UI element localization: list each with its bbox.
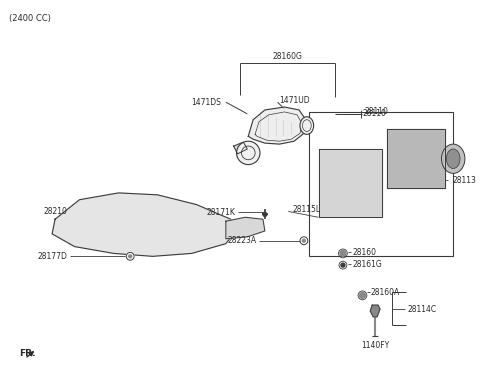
Ellipse shape bbox=[442, 144, 465, 174]
Text: FR.: FR. bbox=[19, 349, 36, 358]
Circle shape bbox=[360, 293, 365, 298]
Text: 28160: 28160 bbox=[353, 248, 377, 257]
Circle shape bbox=[126, 253, 134, 260]
Text: 28110: 28110 bbox=[364, 107, 388, 116]
Polygon shape bbox=[248, 107, 306, 144]
Text: 28210: 28210 bbox=[44, 207, 68, 216]
Circle shape bbox=[340, 251, 346, 256]
Polygon shape bbox=[387, 130, 445, 188]
Text: 28177D: 28177D bbox=[38, 252, 68, 261]
Bar bbox=[309, 112, 453, 256]
Text: (2400 CC): (2400 CC) bbox=[9, 14, 51, 23]
Text: 28161G: 28161G bbox=[353, 260, 383, 269]
Text: 28115L: 28115L bbox=[292, 205, 320, 214]
Circle shape bbox=[302, 239, 305, 242]
Polygon shape bbox=[52, 193, 236, 256]
Text: 28160G: 28160G bbox=[272, 52, 302, 61]
Circle shape bbox=[129, 255, 132, 258]
Circle shape bbox=[263, 212, 267, 216]
Ellipse shape bbox=[300, 117, 313, 134]
Ellipse shape bbox=[446, 149, 460, 169]
Text: 1140FY: 1140FY bbox=[361, 341, 389, 350]
Circle shape bbox=[237, 141, 260, 164]
Text: 28110: 28110 bbox=[362, 109, 386, 118]
Circle shape bbox=[341, 263, 345, 267]
Text: 1471UD: 1471UD bbox=[279, 96, 310, 105]
Text: 28160A: 28160A bbox=[370, 288, 399, 297]
Polygon shape bbox=[234, 142, 247, 154]
Polygon shape bbox=[319, 149, 382, 217]
Text: 28223A: 28223A bbox=[228, 236, 257, 245]
Polygon shape bbox=[226, 217, 265, 239]
Text: 28113: 28113 bbox=[452, 176, 476, 185]
Text: 28171K: 28171K bbox=[207, 208, 236, 217]
Text: 1471DS: 1471DS bbox=[192, 98, 222, 107]
Polygon shape bbox=[370, 305, 380, 317]
Text: 28114C: 28114C bbox=[408, 305, 436, 313]
